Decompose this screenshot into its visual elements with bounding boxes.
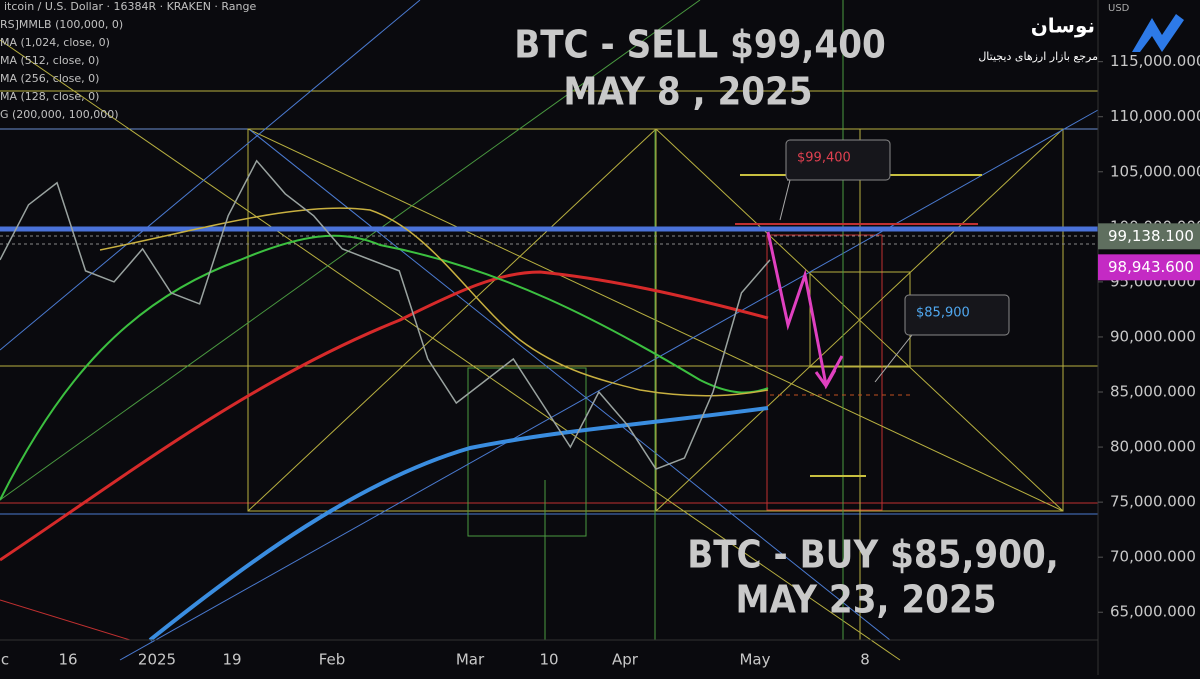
sell-callout: $99,400	[797, 151, 851, 166]
x-tick-label: May	[739, 651, 770, 669]
currency: USD	[1108, 3, 1130, 14]
indicator-label: RS]MMLB (100,000, 0)	[0, 18, 123, 31]
sell-date: MAY 8 , 2025	[563, 70, 812, 114]
indicator-label: MA (256, close, 0)	[0, 72, 99, 85]
fan-line	[119, 109, 1099, 661]
fan-line	[0, 0, 701, 501]
x-tick-label: Apr	[612, 651, 639, 669]
callout-box	[785, 139, 891, 181]
brand-name: نوسان	[1031, 14, 1095, 38]
indicator-label: MA (128, close, 0)	[0, 90, 99, 103]
brand-tagline: مرجع بازار ارزهای دیجیتال	[978, 50, 1098, 63]
indicator-label: MA (1,024, close, 0)	[0, 36, 110, 49]
indicator-label: MA (512, close, 0)	[0, 54, 99, 67]
symbol-line: itcoin / U.S. Dollar · 16384R · KRAKEN ·…	[4, 0, 257, 13]
y-tick-label: 70,000.000	[1110, 548, 1196, 566]
x-tick-label: Feb	[319, 651, 346, 669]
y-tick-label: 75,000.000	[1110, 493, 1196, 511]
price-line	[0, 159, 771, 471]
moving-average	[0, 234, 769, 501]
x-tick-label: Mar	[456, 651, 485, 669]
fan-line	[247, 128, 657, 512]
price-badge	[1098, 223, 1200, 250]
price-badge-label: 98,943.600	[1108, 258, 1194, 276]
x-tick-label: c	[1, 651, 9, 669]
y-tick-label: 110,000.000	[1110, 107, 1200, 125]
price-badge	[1098, 254, 1200, 281]
x-tick-label: 2025	[138, 651, 176, 669]
x-tick-label: 16	[58, 651, 77, 669]
callout-box	[904, 294, 1010, 336]
callout-pointer	[874, 334, 913, 383]
fan-line	[249, 129, 891, 641]
sell-title: BTC - SELL $99,400	[514, 23, 886, 67]
y-tick-label: 105,000.000	[1110, 162, 1200, 180]
indicator-label: G (200,000, 100,000)	[0, 108, 119, 121]
moving-average	[0, 270, 769, 562]
y-tick-label: 65,000.000	[1110, 603, 1196, 621]
y-tick-label: 115,000.000	[1110, 52, 1200, 70]
brand-logo	[1132, 14, 1184, 52]
buy-callout: $85,900	[916, 306, 970, 321]
x-tick-label: 8	[860, 651, 870, 669]
x-tick-label: 10	[539, 651, 558, 669]
y-tick-label: 90,000.000	[1110, 327, 1196, 345]
fan-line	[0, 0, 421, 351]
arrow-head	[814, 369, 837, 389]
y-tick-label: 80,000.000	[1110, 438, 1196, 456]
price-badge-label: 99,138.100	[1108, 227, 1194, 245]
buy-title: BTC - BUY $85,900,	[687, 533, 1059, 577]
range-box	[467, 367, 587, 537]
fan-line	[0, 599, 131, 641]
moving-average	[148, 406, 769, 642]
x-tick-label: 19	[222, 651, 241, 669]
moving-average	[99, 207, 769, 397]
buy-date: MAY 23, 2025	[735, 578, 996, 622]
y-tick-label: 85,000.000	[1110, 383, 1196, 401]
fan-line	[0, 39, 901, 661]
